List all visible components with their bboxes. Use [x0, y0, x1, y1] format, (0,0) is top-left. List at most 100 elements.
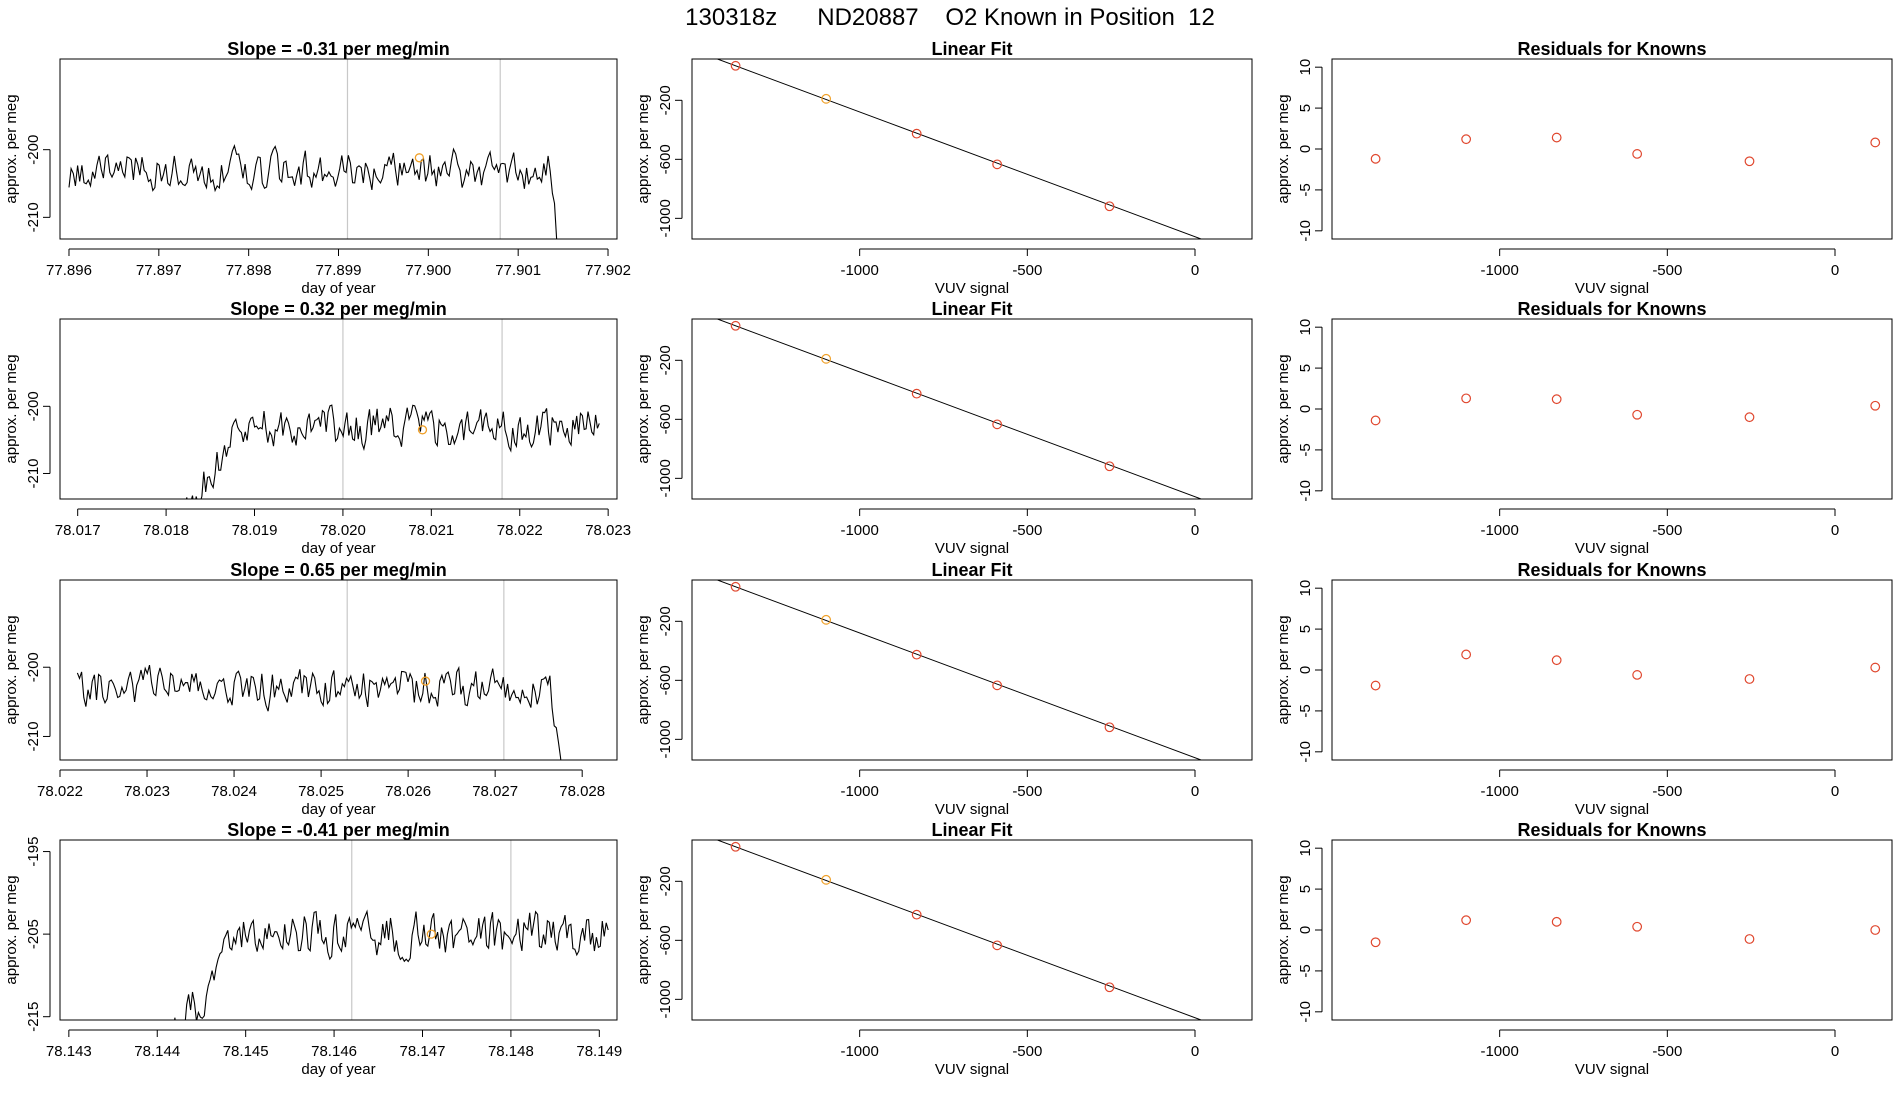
y-tick-label: -5 — [1297, 964, 1314, 977]
plot-frame — [691, 579, 1253, 761]
panel: Linear Fit -1000 -500 0 VUV signal -200 -600 -1… — [635, 560, 1253, 818]
x-tick-label: 78.144 — [134, 1043, 180, 1060]
x-axis-label: day of year — [301, 540, 375, 557]
x-tick-label: 78.020 — [320, 522, 366, 539]
panel: Slope = -0.41 per meg/min 78.143 78.144 78.… — [3, 820, 622, 1078]
panel: Residuals for Knowns -1000 -500 0 VUV signal… — [1275, 820, 1893, 1078]
y-axis-label: approx. per meg — [1275, 615, 1292, 724]
x-tick-label: -1000 — [1480, 783, 1518, 800]
data-point — [1870, 925, 1881, 935]
y-axis-label: approx. per meg — [1275, 354, 1292, 463]
x-tick-label: 78.146 — [311, 1043, 357, 1060]
plot-area — [715, 319, 1240, 516]
x-tick-label: 78.019 — [232, 522, 278, 539]
highlight-point — [414, 153, 425, 163]
data-point — [1231, 507, 1240, 516]
panel-title: Slope = -0.31 per meg/min — [227, 39, 450, 59]
data-trace — [185, 404, 600, 499]
y-tick-label: -200 — [657, 85, 674, 115]
y-tick-label: -210 — [25, 202, 42, 232]
x-tick-label: 0 — [1191, 783, 1199, 800]
panel-title: Residuals for Knowns — [1517, 820, 1706, 840]
data-point — [821, 874, 832, 885]
y-axis-label: approx. per meg — [3, 875, 20, 984]
y-tick-label: -600 — [657, 925, 674, 955]
plot-area — [68, 59, 558, 239]
y-tick-label: 5 — [1297, 104, 1314, 112]
x-tick-label: 0 — [1831, 783, 1839, 800]
x-tick-label: -1000 — [840, 522, 878, 539]
x-tick-label: -500 — [1652, 522, 1682, 539]
plot-frame — [1331, 839, 1893, 1021]
x-tick-label: 78.025 — [298, 783, 344, 800]
y-tick-label: 10 — [1297, 840, 1314, 857]
x-tick-label: 0 — [1831, 262, 1839, 279]
data-point — [1632, 670, 1643, 680]
y-axis-label: approx. per meg — [635, 94, 652, 203]
y-tick-label: -1000 — [657, 199, 674, 237]
plot-area — [185, 319, 600, 499]
y-tick-label: -200 — [657, 606, 674, 636]
x-tick-label: 78.147 — [400, 1043, 446, 1060]
x-tick-label: 0 — [1191, 1043, 1199, 1060]
y-tick-label: -5 — [1297, 704, 1314, 717]
plot-area — [1370, 132, 1881, 167]
x-tick-label: 78.023 — [585, 522, 631, 539]
panel: Linear Fit -1000 -500 0 VUV signal -200 -600 -1… — [635, 39, 1253, 297]
x-tick-label: -1000 — [1480, 522, 1518, 539]
y-tick-label: 0 — [1297, 145, 1314, 153]
x-tick-label: -500 — [1012, 783, 1042, 800]
x-tick-label: 78.145 — [223, 1043, 269, 1060]
x-axis-label: VUV signal — [1575, 540, 1649, 557]
y-axis-label: approx. per meg — [3, 615, 20, 724]
data-point — [1551, 394, 1562, 405]
plot-frame — [691, 318, 1253, 500]
x-tick-label: -500 — [1012, 522, 1042, 539]
y-tick-label: 5 — [1297, 364, 1314, 372]
y-tick-label: -200 — [25, 135, 42, 165]
panel: Slope = 0.32 per meg/min 78.017 78.018 78.0… — [3, 299, 631, 557]
plot-area — [715, 580, 1240, 777]
x-axis-label: VUV signal — [935, 1061, 1009, 1078]
data-point — [730, 320, 741, 331]
y-tick-label: -600 — [657, 144, 674, 174]
x-axis-label: VUV signal — [935, 280, 1009, 297]
data-point — [992, 940, 1003, 951]
y-tick-label: -1000 — [657, 459, 674, 497]
y-tick-label: -205 — [25, 919, 42, 949]
y-tick-label: -200 — [25, 652, 42, 682]
highlight-point — [417, 425, 428, 435]
data-point — [1461, 649, 1472, 660]
data-point — [821, 93, 832, 104]
fit-line — [715, 840, 1203, 1020]
y-tick-label: -10 — [1297, 220, 1314, 242]
x-axis-label: VUV signal — [1575, 801, 1649, 818]
data-point — [1870, 400, 1881, 411]
data-point — [1551, 655, 1562, 666]
y-tick-label: -5 — [1297, 183, 1314, 196]
panel-title: Slope = 0.32 per meg/min — [230, 299, 447, 319]
data-point — [1231, 768, 1240, 777]
plot-area — [1370, 649, 1881, 691]
x-tick-label: 78.148 — [488, 1043, 534, 1060]
y-tick-label: -200 — [657, 866, 674, 896]
y-axis-label: approx. per meg — [1275, 94, 1292, 203]
data-point — [730, 841, 741, 852]
x-tick-label: 77.896 — [46, 262, 92, 279]
y-tick-label: 10 — [1297, 319, 1314, 336]
panel-title: Residuals for Knowns — [1517, 299, 1706, 319]
panel: Slope = -0.31 per meg/min 77.896 77.897 77.… — [3, 39, 631, 297]
y-tick-label: -1000 — [657, 980, 674, 1018]
x-tick-label: 78.149 — [576, 1043, 622, 1060]
x-tick-label: 77.897 — [136, 262, 182, 279]
data-point — [1744, 156, 1755, 167]
x-tick-label: -500 — [1652, 783, 1682, 800]
data-point — [1370, 937, 1381, 948]
panel: Linear Fit -1000 -500 0 VUV signal -200 -600 -1… — [635, 820, 1253, 1078]
plot-area — [715, 840, 1203, 1020]
plot-area — [715, 59, 1203, 239]
y-axis-label: approx. per meg — [3, 354, 20, 463]
data-point — [730, 581, 741, 592]
x-axis-label: VUV signal — [935, 801, 1009, 818]
